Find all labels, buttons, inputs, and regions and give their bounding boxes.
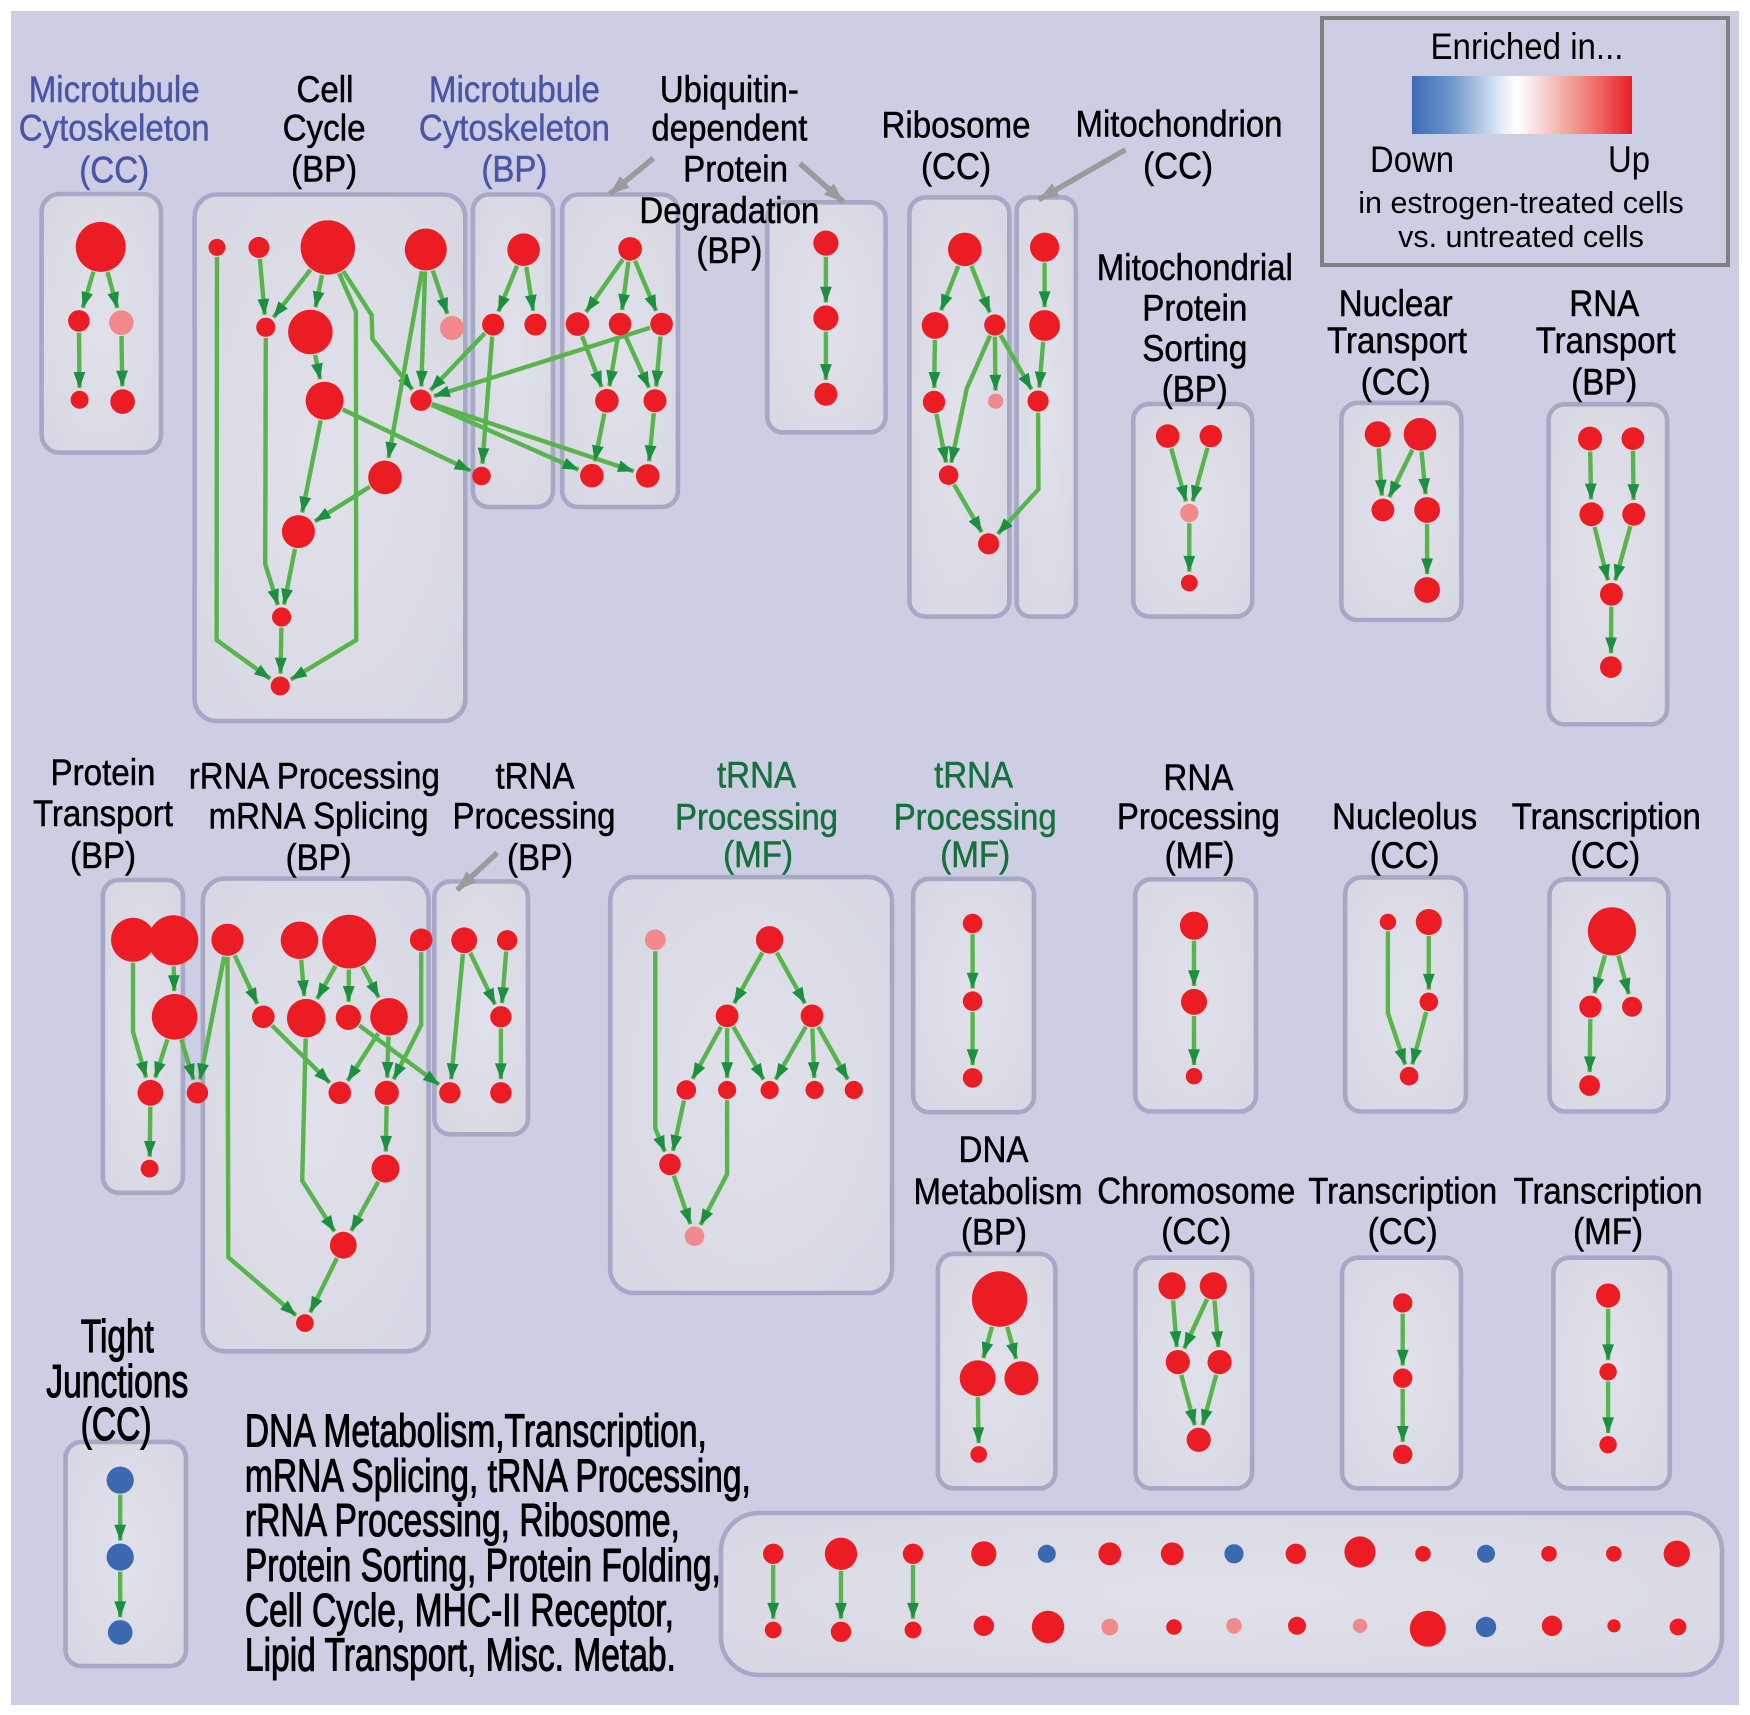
svg-text:mRNA Splicing, tRNA Processing: mRNA Splicing, tRNA Processing, bbox=[245, 1449, 751, 1501]
svg-text:(MF): (MF) bbox=[723, 833, 793, 875]
svg-text:tRNA: tRNA bbox=[934, 753, 1013, 795]
svg-text:Cell Cycle, MHC-II Receptor,: Cell Cycle, MHC-II Receptor, bbox=[245, 1584, 674, 1636]
svg-text:(BP): (BP) bbox=[507, 836, 573, 878]
svg-text:(CC): (CC) bbox=[1370, 834, 1440, 876]
svg-text:Nucleolus: Nucleolus bbox=[1332, 795, 1477, 837]
svg-text:(CC): (CC) bbox=[81, 1398, 152, 1450]
svg-text:tRNA: tRNA bbox=[717, 753, 796, 795]
svg-text:Mitochondrion: Mitochondrion bbox=[1076, 102, 1283, 144]
svg-text:(MF): (MF) bbox=[1573, 1210, 1643, 1252]
svg-text:Tight: Tight bbox=[81, 1310, 154, 1362]
svg-text:RNA: RNA bbox=[1163, 756, 1233, 798]
svg-text:Transcription: Transcription bbox=[1308, 1170, 1497, 1212]
svg-text:(BP): (BP) bbox=[961, 1211, 1027, 1253]
svg-text:Cytoskeleton: Cytoskeleton bbox=[419, 106, 610, 148]
svg-text:Ribosome: Ribosome bbox=[882, 104, 1031, 146]
svg-text:(CC): (CC) bbox=[1570, 834, 1640, 876]
svg-text:vs. untreated cells: vs. untreated cells bbox=[1398, 220, 1644, 254]
svg-text:(BP): (BP) bbox=[286, 836, 352, 878]
svg-text:Microtubule: Microtubule bbox=[29, 68, 200, 110]
svg-text:Protein: Protein bbox=[683, 148, 788, 190]
svg-text:Processing: Processing bbox=[675, 796, 838, 838]
svg-text:Microtubule: Microtubule bbox=[429, 68, 600, 110]
svg-text:rRNA Processing, Ribosome,: rRNA Processing, Ribosome, bbox=[245, 1494, 680, 1546]
svg-text:Metabolism: Metabolism bbox=[914, 1170, 1083, 1212]
svg-text:(CC): (CC) bbox=[1361, 360, 1431, 402]
svg-text:Cycle: Cycle bbox=[283, 106, 366, 148]
svg-text:Processing: Processing bbox=[1117, 795, 1280, 837]
svg-text:rRNA Processing: rRNA Processing bbox=[189, 755, 440, 797]
svg-text:Transport: Transport bbox=[33, 792, 174, 834]
svg-text:Processing: Processing bbox=[894, 796, 1057, 838]
svg-text:DNA: DNA bbox=[959, 1128, 1029, 1170]
svg-text:Transcription: Transcription bbox=[1514, 1170, 1703, 1212]
svg-text:Enriched in...: Enriched in... bbox=[1431, 25, 1624, 67]
svg-text:(CC): (CC) bbox=[79, 149, 149, 191]
svg-text:(BP): (BP) bbox=[1571, 360, 1637, 402]
svg-text:(BP): (BP) bbox=[70, 834, 136, 876]
svg-text:mRNA Splicing: mRNA Splicing bbox=[209, 795, 429, 837]
svg-text:(MF): (MF) bbox=[1165, 834, 1235, 876]
svg-text:Down: Down bbox=[1370, 138, 1454, 180]
svg-text:Junctions: Junctions bbox=[46, 1355, 188, 1407]
svg-text:in estrogen-treated cells: in estrogen-treated cells bbox=[1358, 186, 1684, 220]
svg-text:Protein: Protein bbox=[51, 751, 156, 793]
svg-text:DNA Metabolism,Transcription,: DNA Metabolism,Transcription, bbox=[245, 1405, 707, 1457]
svg-text:Degradation: Degradation bbox=[639, 189, 819, 231]
svg-text:Transport: Transport bbox=[1327, 319, 1468, 361]
svg-text:Chromosome: Chromosome bbox=[1097, 1170, 1295, 1212]
svg-text:Up: Up bbox=[1608, 138, 1650, 180]
svg-text:Cytoskeleton: Cytoskeleton bbox=[19, 106, 210, 148]
svg-text:Protein Sorting, Protein Foldi: Protein Sorting, Protein Folding, bbox=[245, 1539, 721, 1591]
svg-text:(MF): (MF) bbox=[940, 833, 1010, 875]
svg-text:Processing: Processing bbox=[453, 795, 616, 837]
svg-text:Nuclear: Nuclear bbox=[1339, 282, 1453, 324]
svg-text:Lipid Transport, Misc. Metab.: Lipid Transport, Misc. Metab. bbox=[245, 1629, 676, 1681]
svg-text:Ubiquitin-: Ubiquitin- bbox=[660, 68, 799, 110]
svg-text:Mitochondrial: Mitochondrial bbox=[1097, 246, 1293, 288]
svg-text:tRNA: tRNA bbox=[496, 755, 575, 797]
svg-text:(CC): (CC) bbox=[1161, 1210, 1231, 1252]
svg-text:Protein: Protein bbox=[1142, 286, 1247, 328]
svg-text:dependent: dependent bbox=[651, 106, 808, 148]
svg-text:(BP): (BP) bbox=[1162, 368, 1228, 410]
svg-text:(BP): (BP) bbox=[696, 229, 762, 271]
svg-text:(CC): (CC) bbox=[1368, 1210, 1438, 1252]
svg-text:RNA: RNA bbox=[1569, 282, 1639, 324]
svg-text:(BP): (BP) bbox=[481, 148, 547, 190]
svg-text:(CC): (CC) bbox=[921, 145, 991, 187]
svg-text:Sorting: Sorting bbox=[1142, 327, 1247, 369]
svg-text:Transport: Transport bbox=[1536, 319, 1677, 361]
svg-text:(BP): (BP) bbox=[291, 148, 357, 190]
svg-text:Cell: Cell bbox=[297, 68, 354, 110]
svg-text:(CC): (CC) bbox=[1143, 144, 1213, 186]
svg-text:Transcription: Transcription bbox=[1512, 795, 1701, 837]
